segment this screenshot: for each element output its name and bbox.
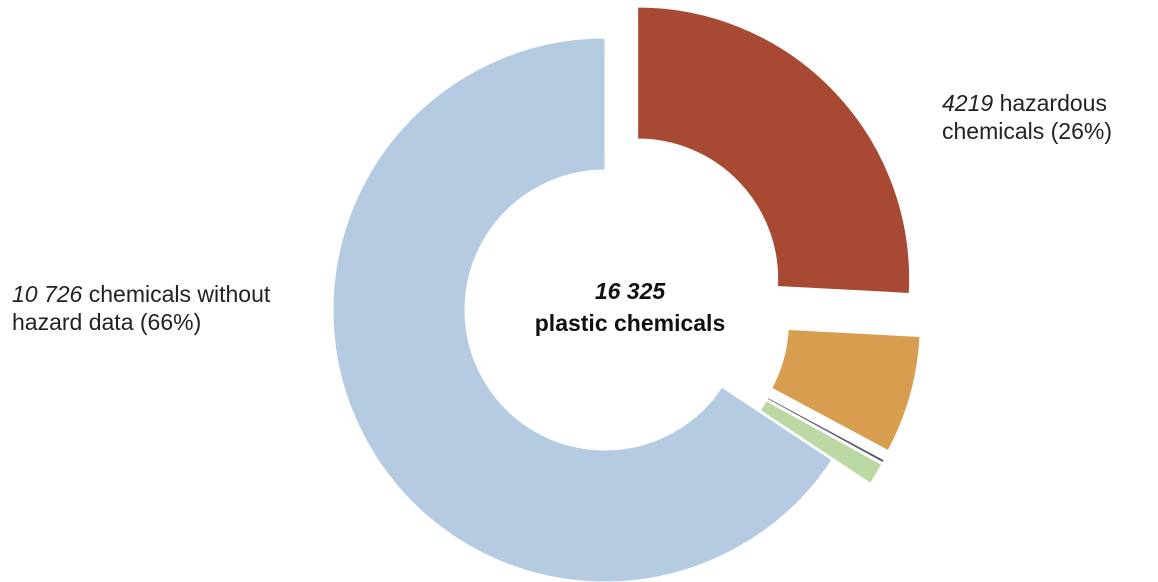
slice-green [759,400,883,484]
slice-hazardous [637,6,911,294]
hazardous-count: 4219 [942,90,994,116]
no-hazard-data-label: 10 726 chemicals without hazard data (66… [12,280,270,336]
center-count: 16 325 [594,278,666,304]
center-text: plastic chemicals [534,310,726,336]
hazardous-chemicals-label: 4219 hazardous chemicals (26%) [942,89,1112,145]
slice-dark [766,396,885,464]
hazardous-percent: chemicals (26%) [942,118,1112,144]
slice-orange [771,329,921,452]
no-hazard-data-text: chemicals without [88,281,271,307]
center-label: 16 325 plastic chemicals [500,275,760,339]
no-hazard-data-percent: hazard data (66%) [12,309,202,335]
hazardous-text: hazardous [999,90,1107,116]
no-hazard-data-count: 10 726 [12,281,83,307]
slice-no-hazard-data [332,37,833,582]
